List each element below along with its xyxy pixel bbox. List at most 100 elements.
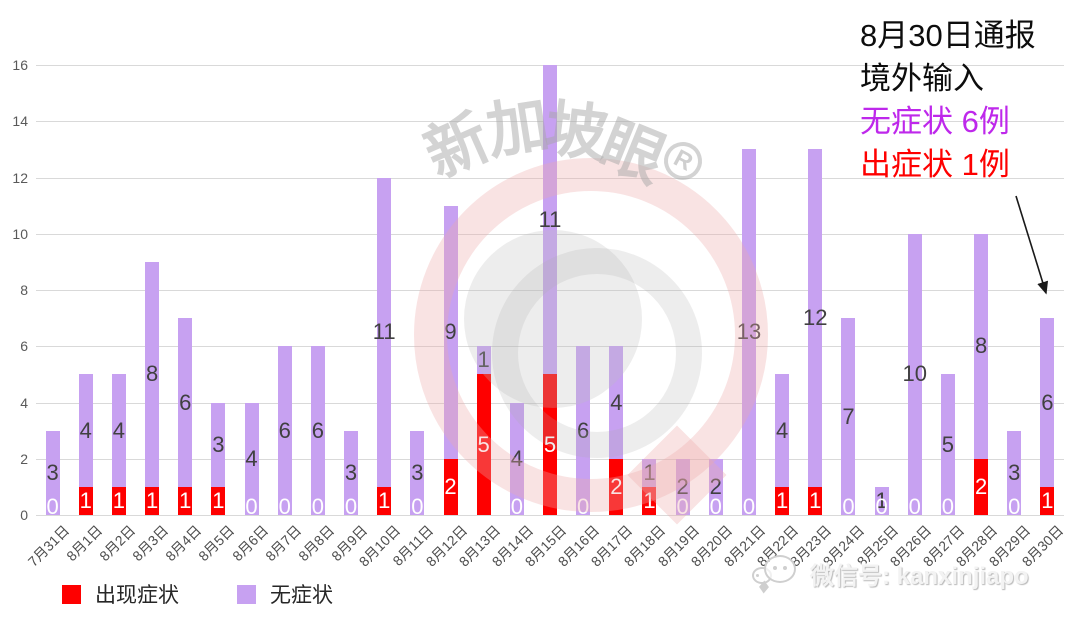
- symptomatic-value-label: 1: [79, 487, 92, 513]
- symptomatic-value-label: 1: [378, 487, 391, 513]
- symptomatic-value-label: 5: [543, 431, 557, 457]
- symptomatic-value-label: 1: [112, 487, 126, 513]
- bar-segment-asymptomatic: [45, 430, 60, 515]
- bar-segment-asymptomatic: [145, 261, 160, 487]
- asymptomatic-value-label: 13: [736, 319, 762, 345]
- asymptomatic-value-label: 3: [411, 459, 424, 485]
- bar-segment-asymptomatic: [310, 346, 325, 515]
- symptomatic-value-label: 2: [444, 473, 457, 499]
- symptomatic-value-label: 0: [875, 494, 888, 519]
- bar-segment-asymptomatic: [178, 318, 193, 487]
- symptomatic-value-label: 1: [809, 487, 822, 513]
- wechat-icon: [752, 555, 800, 594]
- bar-segment-asymptomatic: [907, 233, 922, 515]
- asymptomatic-value-label: 9: [444, 319, 457, 345]
- symptomatic-value-label: 1: [179, 487, 192, 513]
- bar-segment-asymptomatic: [443, 205, 458, 459]
- asymptomatic-value-label: 4: [510, 445, 523, 471]
- symptomatic-value-label: 0: [411, 494, 424, 519]
- bar-segment-symptomatic: [808, 486, 823, 515]
- symptomatic-value-label: 5: [477, 431, 490, 457]
- legend-label-symptomatic: 出现症状: [95, 584, 179, 607]
- symptomatic-value-label: 0: [908, 494, 921, 519]
- asymptomatic-value-label: 12: [803, 305, 828, 331]
- annotation-line-1: 8月30日通报: [860, 18, 1036, 53]
- legend-label-asymptomatic: 无症状: [270, 584, 333, 607]
- symptomatic-value-label: 0: [742, 494, 756, 519]
- bar-segment-asymptomatic: [111, 374, 126, 487]
- asymptomatic-value-label: 1: [875, 487, 888, 513]
- asymptomatic-value-label: 3: [212, 431, 225, 457]
- bar-segment-symptomatic: [1040, 486, 1055, 515]
- bar-segment-symptomatic: [642, 486, 657, 515]
- asymptomatic-value-label: 11: [372, 319, 396, 345]
- symptomatic-value-label: 0: [577, 494, 590, 519]
- watermark-char: 眼: [590, 109, 675, 197]
- bar-segment-asymptomatic: [476, 346, 491, 375]
- annotation-line-4: 出症状 1例: [860, 147, 1010, 182]
- asymptomatic-value-label: 1: [477, 347, 490, 373]
- bar-segment-symptomatic: [543, 374, 557, 515]
- bar-segment-asymptomatic: [377, 177, 392, 487]
- asymptomatic-value-label: 3: [1008, 459, 1021, 485]
- bar-segment-asymptomatic: [808, 149, 823, 487]
- asymptomatic-value-label: 5: [941, 431, 955, 457]
- y-tick-label: 14: [12, 113, 28, 130]
- bar-segment-symptomatic: [974, 458, 989, 515]
- bar-segment-symptomatic: [178, 486, 193, 515]
- y-tick-label: 2: [20, 450, 28, 467]
- bar-segment-asymptomatic: [1007, 430, 1022, 515]
- symptomatic-value-label: 0: [709, 494, 722, 519]
- asymptomatic-value-label: 8: [974, 333, 988, 359]
- bar-segment-symptomatic: [78, 486, 93, 515]
- registered-trademark-icon: R: [657, 135, 709, 187]
- symptomatic-value-label: 2: [974, 473, 988, 499]
- bar-segment-asymptomatic: [344, 430, 359, 515]
- watermark-char: 新: [415, 102, 501, 192]
- bar-segment-asymptomatic: [1040, 318, 1055, 487]
- bar-segment-symptomatic: [775, 486, 790, 515]
- bar-segment-symptomatic: [111, 486, 126, 515]
- bar-segment-symptomatic: [443, 458, 458, 515]
- bar-segment-asymptomatic: [410, 430, 425, 515]
- bar-segment-symptomatic: [476, 374, 491, 515]
- legend: 出现症状 无症状: [62, 579, 333, 609]
- bar-segment-asymptomatic: [642, 458, 657, 487]
- symptomatic-value-label: 1: [1041, 487, 1054, 513]
- y-tick-label: 16: [12, 57, 28, 73]
- asymptomatic-value-label: 3: [46, 459, 59, 485]
- annotation: 8月30日通报 境外输入 无症状 6例 出症状 1例: [860, 14, 1080, 186]
- symptomatic-value-label: 0: [245, 494, 258, 519]
- bar-segment-asymptomatic: [543, 65, 557, 375]
- symptomatic-value-label: 0: [1008, 494, 1021, 519]
- bar-segment-asymptomatic: [841, 318, 856, 515]
- asymptomatic-value-label: 7: [842, 403, 855, 429]
- symptomatic-value-label: 0: [311, 494, 324, 519]
- symptomatic-value-label: 0: [278, 494, 291, 519]
- bar-segment-asymptomatic: [277, 346, 292, 515]
- gridline-y0: [36, 515, 1064, 516]
- asymptomatic-value-label: 4: [79, 417, 92, 443]
- y-tick-label: 4: [20, 394, 28, 411]
- bar-segment-asymptomatic: [78, 374, 93, 487]
- bar-segment-asymptomatic: [775, 374, 790, 487]
- bar-segment-asymptomatic: [576, 346, 591, 515]
- asymptomatic-value-label: 4: [112, 417, 126, 443]
- asymptomatic-value-label: 4: [776, 417, 789, 443]
- bar-segment-asymptomatic: [708, 458, 723, 515]
- symptomatic-value-label: 0: [842, 494, 855, 519]
- bar-segment-asymptomatic: [675, 458, 690, 515]
- y-tick-label: 0: [20, 507, 28, 523]
- asymptomatic-value-label: 6: [1041, 389, 1054, 415]
- annotation-line-2: 境外输入: [860, 61, 984, 96]
- bar-segment-symptomatic: [211, 486, 226, 515]
- legend-item-symptomatic: 出现症状: [62, 579, 179, 609]
- asymptomatic-value-label: 10: [902, 361, 927, 387]
- asymptomatic-value-label: 6: [179, 389, 192, 415]
- symptomatic-value-label: 2: [610, 473, 623, 499]
- asymptomatic-value-label: 2: [676, 473, 689, 499]
- bar-segment-asymptomatic: [874, 486, 889, 515]
- y-tick-label: 10: [12, 225, 28, 242]
- legend-swatch-symptomatic: [62, 584, 81, 604]
